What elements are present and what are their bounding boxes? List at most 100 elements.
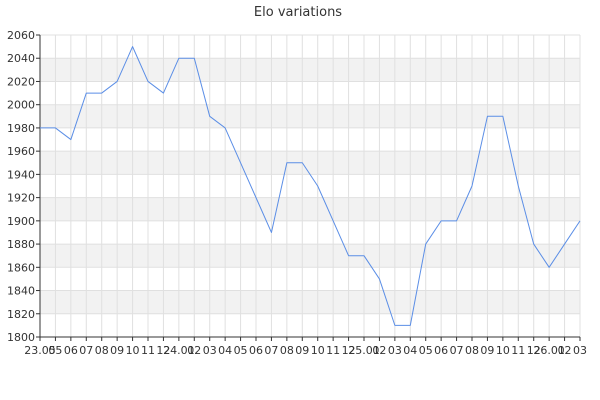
y-tick-label: 1860 [7,261,35,274]
x-tick-label: 10 [311,344,325,357]
y-tick-label: 1940 [7,168,35,181]
data-point [486,115,488,117]
data-point [579,220,581,222]
data-point [533,243,535,245]
data-point [39,127,41,129]
x-tick-label: 07 [450,344,464,357]
y-tick-label: 1820 [7,308,35,321]
x-tick-label: 24.01 [163,344,195,357]
x-tick-label: 08 [280,344,294,357]
x-tick-label: 02 [558,344,572,357]
series-group [39,46,581,326]
x-tick-label: 12 [156,344,170,357]
grid-band [40,104,580,128]
data-point [162,92,164,94]
data-point [240,162,242,164]
data-point [348,255,350,257]
data-point [132,46,134,48]
y-tick-label: 2060 [7,29,35,42]
chart-title: Elo variations [254,5,342,20]
x-tick-label: 05 [419,344,433,357]
y-tick-label: 2000 [7,99,35,112]
x-tick-label: 25.01 [348,344,380,357]
x-tick-label: 09 [110,344,124,357]
y-tick-label: 2020 [7,75,35,88]
data-point [548,266,550,268]
x-tick-label: 12 [342,344,356,357]
data-point [332,220,334,222]
x-tick-label: 12 [527,344,541,357]
y-tick-label: 2040 [7,52,35,65]
x-tick-label: 10 [126,344,140,357]
data-point [378,278,380,280]
x-tick-label: 08 [95,344,109,357]
data-point [301,162,303,164]
x-tick-label: 06 [64,344,78,357]
x-tick-label: 04 [403,344,417,357]
y-tick-label: 1900 [7,215,35,228]
x-tick-label: 03 [573,344,587,357]
data-point [502,115,504,117]
x-tick-label: 09 [295,344,309,357]
data-point [471,185,473,187]
data-point [394,324,396,326]
x-tick-label: 05 [234,344,248,357]
x-tick-label: 06 [434,344,448,357]
grid-band [40,290,580,314]
grid-band [40,244,580,268]
data-point [425,243,427,245]
data-point [224,127,226,129]
grid-band [40,151,580,175]
background-bands [40,58,580,314]
data-point [147,80,149,82]
y-tick-label: 1980 [7,122,35,135]
data-point [564,243,566,245]
data-point [286,162,288,164]
data-point [270,231,272,233]
data-point [178,57,180,59]
grid-band [40,58,580,82]
data-point [54,127,56,129]
data-point [255,197,257,199]
grid-band [40,197,580,221]
y-tick-label: 1800 [7,331,35,344]
data-point [440,220,442,222]
y-tick-label: 1960 [7,145,35,158]
y-tick-label: 1880 [7,238,35,251]
x-tick-label: 04 [218,344,232,357]
data-point [101,92,103,94]
data-point [70,139,72,141]
data-point [409,324,411,326]
y-tick-labels: 1800 1820 1840 1860 1880 1900 1920 1940 1960 1980… [7,29,35,344]
data-point [193,57,195,59]
x-tick-label: 07 [264,344,278,357]
x-tick-label: 03 [203,344,217,357]
data-point [85,92,87,94]
x-tick-label: 02 [372,344,386,357]
y-tick-label: 1840 [7,285,35,298]
data-point [363,255,365,257]
x-tick-label: 23.05 [24,344,56,357]
x-tick-label: 11 [141,344,155,357]
data-point [209,115,211,117]
x-tick-label: 26.01 [533,344,565,357]
x-tick-label: 02 [187,344,201,357]
data-point [317,185,319,187]
x-tick-label: 05 [48,344,62,357]
elo-series-line [40,46,581,326]
x-tick-label: 11 [511,344,525,357]
x-tick-label: 03 [388,344,402,357]
x-tick-label: 09 [480,344,494,357]
data-point [456,220,458,222]
x-tick-label: 07 [79,344,93,357]
x-tick-label: 10 [496,344,510,357]
x-tick-label: 11 [326,344,340,357]
data-point [116,80,118,82]
axes [36,34,581,341]
data-point [517,185,519,187]
x-tick-label: 06 [249,344,263,357]
x-tick-label: 08 [465,344,479,357]
